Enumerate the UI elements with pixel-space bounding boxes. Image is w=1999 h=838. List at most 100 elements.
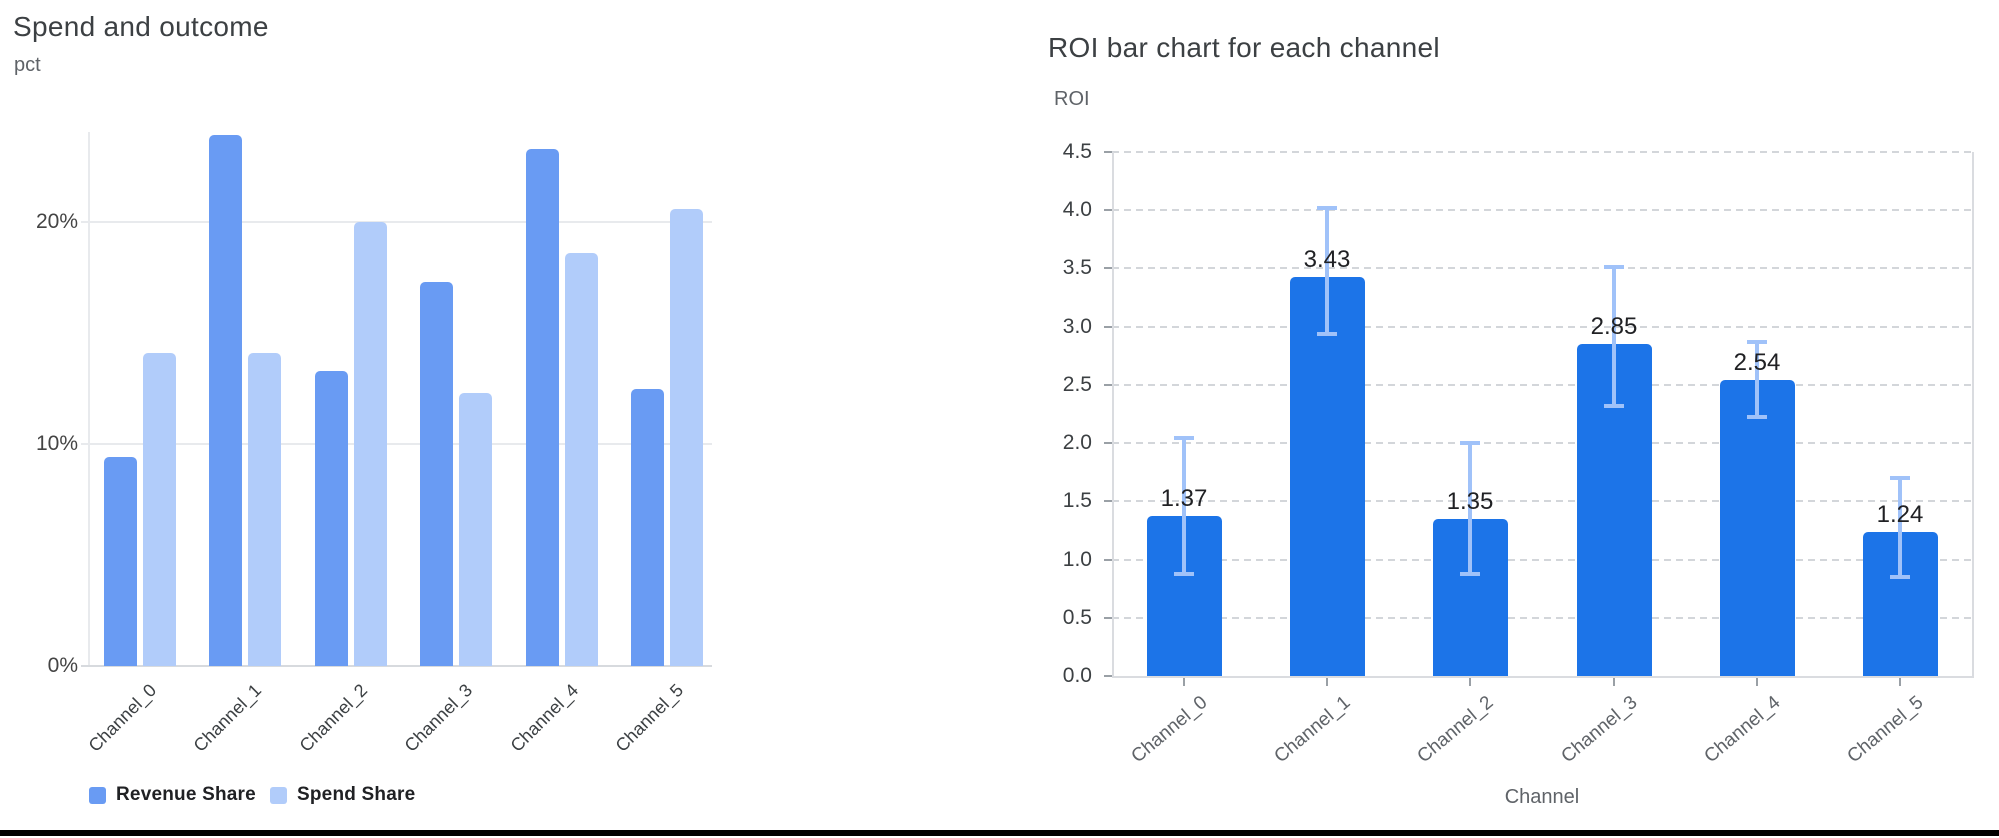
right-y-tick-mark: [1104, 675, 1112, 677]
left-bar-spend-share-Channel_0: [143, 352, 176, 666]
right-y-tick-mark: [1104, 209, 1112, 212]
right-y-tick-label: 1.5: [1062, 489, 1092, 513]
roi-error-cap-high: [1317, 205, 1337, 210]
right-gridline-0.5: [1112, 616, 1972, 619]
right-gridline-4: [1112, 209, 1972, 212]
right-gridline-2.5: [1112, 383, 1972, 386]
left-chart-title: Spend and outcome: [13, 11, 269, 42]
right-x-tick-mark: [1756, 678, 1758, 686]
left-y-tick-label: 0%: [47, 654, 78, 677]
right-y-tick-mark: [1104, 616, 1112, 619]
left-bar-revenue-share-Channel_1: [209, 135, 242, 666]
right-y-tick-mark: [1104, 500, 1112, 503]
left-bar-spend-share-Channel_5: [670, 208, 703, 666]
roi-error-cap-high: [1604, 265, 1624, 270]
right-y-tick-label: 1.0: [1062, 547, 1092, 571]
roi-error-stem-Channel_4: [1755, 341, 1759, 418]
roi-error-cap-low: [1747, 415, 1767, 420]
right-x-tick-mark: [1613, 678, 1615, 686]
roi-error-cap-low: [1890, 575, 1910, 580]
bottom-border-rule: [0, 830, 1999, 836]
roi-value-label-Channel_3: 2.85: [1590, 313, 1638, 341]
right-y-tick-mark: [1104, 442, 1112, 445]
right-x-tick-label: Channel_2: [1413, 692, 1498, 768]
left-bar-spend-share-Channel_3: [459, 392, 492, 666]
spend-outcome-chart: Spend and outcome pct 0% 10% 20% Channel_0 C…: [0, 0, 780, 838]
roi-error-cap-high: [1747, 339, 1767, 344]
spend-share-legend-label: Spend Share: [297, 784, 416, 805]
roi-error-cap-high: [1890, 476, 1910, 481]
right-x-tick-mark: [1183, 678, 1185, 686]
left-bar-revenue-share-Channel_0: [104, 457, 137, 666]
roi-bar-Channel_4: [1719, 380, 1795, 676]
right-x-axis-title: Channel: [1504, 786, 1580, 808]
right-y-tick-label: 3.0: [1062, 314, 1092, 338]
spend-share-swatch-icon: [270, 786, 287, 804]
left-bar-spend-share-Channel_2: [354, 222, 387, 666]
roi-bar-chart: ROI bar chart for each channel ROI Chann…: [1040, 0, 1999, 838]
right-y-tick-label: 0.5: [1062, 605, 1092, 629]
right-y-tick-label: 2.5: [1062, 372, 1092, 396]
left-bar-revenue-share-Channel_5: [631, 388, 664, 666]
roi-value-label-Channel_4: 2.54: [1733, 349, 1781, 377]
right-y-tick-mark: [1104, 325, 1112, 328]
right-y-tick-label: 3.5: [1062, 256, 1092, 280]
left-gridline-0%: [81, 665, 712, 667]
left-bar-revenue-share-Channel_4: [526, 148, 559, 666]
right-y-tick-label: 0.0: [1062, 664, 1092, 687]
right-gridline-3.5: [1112, 267, 1972, 270]
roi-error-stem-Channel_2: [1468, 443, 1472, 574]
revenue-share-swatch-icon: [89, 786, 106, 804]
right-y-axis-unit-label: ROI: [1054, 88, 1090, 110]
right-y-tick-mark: [1104, 383, 1112, 386]
roi-value-label-Channel_1: 3.43: [1303, 245, 1351, 273]
left-bar-revenue-share-Channel_2: [315, 370, 348, 666]
right-gridline-2: [1112, 442, 1972, 445]
right-y-tick-label: 4.0: [1062, 198, 1092, 222]
roi-error-cap-low: [1604, 403, 1624, 408]
roi-bar-Channel_1: [1289, 276, 1365, 676]
roi-error-stem-Channel_5: [1898, 478, 1902, 577]
roi-error-stem-Channel_1: [1325, 207, 1329, 334]
right-chart-title: ROI bar chart for each channel: [1048, 32, 1440, 63]
right-plot-right-border: [1972, 152, 1974, 676]
roi-error-cap-high: [1460, 441, 1480, 446]
right-y-tick-mark: [1104, 151, 1112, 153]
right-gridline-3: [1112, 325, 1972, 328]
right-plot-left-border: [1112, 152, 1114, 676]
roi-value-label-Channel_0: 1.37: [1160, 485, 1208, 513]
left-y-tick-label: 10%: [35, 432, 78, 455]
right-gridline-4.5: [1112, 151, 1972, 153]
legend-item-revenue-share: Revenue Share: [89, 784, 256, 806]
roi-error-cap-low: [1174, 571, 1194, 576]
left-y-tick-label: 20%: [35, 210, 78, 233]
right-x-tick-label: Channel_5: [1843, 692, 1928, 768]
roi-error-cap-low: [1317, 331, 1337, 336]
roi-error-stem-Channel_0: [1182, 438, 1186, 574]
left-y-axis-line: [88, 132, 90, 666]
left-bar-spend-share-Channel_1: [248, 352, 281, 666]
right-x-tick-mark: [1469, 678, 1471, 686]
right-y-tick-label: 4.5: [1062, 140, 1092, 163]
right-x-tick-mark: [1899, 678, 1901, 686]
roi-value-label-Channel_2: 1.35: [1446, 487, 1494, 515]
right-gridline-1.5: [1112, 500, 1972, 503]
roi-error-cap-low: [1460, 571, 1480, 576]
right-x-tick-mark: [1326, 678, 1328, 686]
legend-item-spend-share: Spend Share: [270, 784, 415, 806]
revenue-share-legend-label: Revenue Share: [116, 784, 256, 805]
right-x-tick-label: Channel_4: [1700, 692, 1785, 768]
right-x-tick-label: Channel_1: [1270, 692, 1355, 768]
roi-error-cap-high: [1174, 436, 1194, 441]
right-y-tick-mark: [1104, 558, 1112, 561]
roi-error-stem-Channel_3: [1612, 267, 1616, 406]
left-bar-spend-share-Channel_4: [565, 253, 598, 666]
right-y-tick-mark: [1104, 267, 1112, 270]
left-gridline-20%: [81, 221, 712, 223]
right-x-tick-label: Channel_0: [1127, 692, 1212, 768]
right-gridline-1: [1112, 558, 1972, 561]
left-bar-revenue-share-Channel_3: [420, 281, 453, 666]
